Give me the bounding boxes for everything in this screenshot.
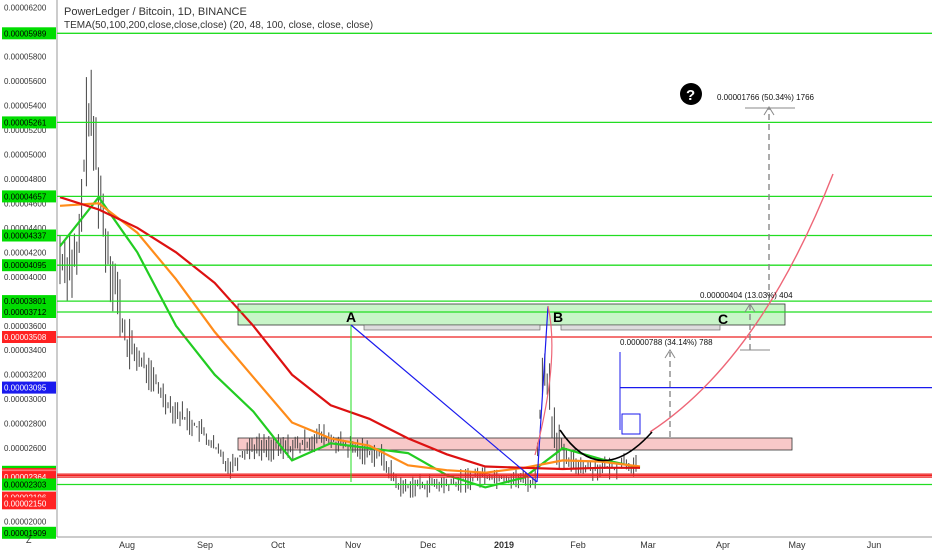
level-tag <box>2 497 56 510</box>
y-tick-label: 0.00002800 <box>4 420 47 429</box>
level-tag-label: 0.00002150 <box>4 499 47 508</box>
level-tag <box>2 306 56 318</box>
support-zone <box>237 437 793 451</box>
x-tick-label: Apr <box>716 540 730 550</box>
a-diagonal-line <box>350 324 538 483</box>
target1-label: 0.00000788 (34.14%) 788 <box>620 338 713 347</box>
label-a: A <box>346 309 356 325</box>
box-a <box>363 324 541 331</box>
y-tick-label: 0.00004200 <box>4 248 47 257</box>
target1-head <box>664 349 676 359</box>
resistance-zone <box>237 303 786 326</box>
y-tick-label: 0.00002600 <box>4 444 47 453</box>
question-icon <box>680 83 702 105</box>
y-tick-label: 0.00004400 <box>4 224 47 233</box>
level-tag <box>2 27 56 40</box>
target3-head <box>763 106 775 116</box>
level-tag <box>2 259 56 272</box>
x-tick-label: Jun <box>867 540 882 550</box>
level-tag-label: 0.00002364 <box>4 473 47 482</box>
y-tick-label: 0.00003600 <box>4 322 47 331</box>
ema-orange-line <box>59 202 641 474</box>
x-tick-label: Sep <box>197 540 213 550</box>
target3-label: 0.00001766 (50.34%) 1766 <box>717 93 815 102</box>
y-tick-label: 0.00005800 <box>4 52 47 61</box>
level-tag-label: 0.00003801 <box>4 297 47 306</box>
level-tag <box>2 478 56 491</box>
handle-box <box>621 413 641 435</box>
y-tick-label: 0.00003000 <box>4 395 47 404</box>
x-tick-label: Feb <box>570 540 586 550</box>
level-tag <box>2 295 56 308</box>
candlestick-bars <box>59 69 637 498</box>
level-tag <box>2 526 56 539</box>
pink-curve-right <box>649 173 834 433</box>
level-tag-label: 0.00002303 <box>4 481 47 490</box>
target2-label: 0.00000404 (13.03%) 404 <box>700 291 793 300</box>
y-tick-label: 0.00006200 <box>4 3 47 12</box>
level-tag-label: 0.00004657 <box>4 192 47 201</box>
y-tick-label: 0.00004000 <box>4 273 47 282</box>
level-tag-label: 0.00003095 <box>4 384 47 393</box>
y-tick-label: 0.00005200 <box>4 126 47 135</box>
x-tick-label: May <box>788 540 806 550</box>
level-tag-label: 0.00004095 <box>4 261 47 270</box>
x-tick-label: 2019 <box>494 540 514 550</box>
chart-title: PowerLedger / Bitcoin, 1D, BINANCE <box>64 6 247 18</box>
label-b: B <box>553 309 563 325</box>
level-tag-label: 0.00005989 <box>4 29 47 38</box>
level-tag <box>2 229 56 242</box>
ema-green-line <box>59 195 641 489</box>
level-tag-label: 0.00003508 <box>4 333 47 342</box>
y-tick-label: 0.00005400 <box>4 101 47 110</box>
y-tick-label: 0.00005000 <box>4 150 47 159</box>
level-tag-label: 0.00003712 <box>4 308 47 317</box>
y-tick-label: 0.00002000 <box>4 518 47 527</box>
b-rise-line <box>536 305 549 483</box>
x-tick-label: Aug <box>119 540 135 550</box>
target2-head <box>744 303 756 313</box>
level-tag <box>2 190 56 203</box>
y-tick-label: 0.00003400 <box>4 346 47 355</box>
cup-curve <box>559 429 653 462</box>
level-tag-label: 0.00004337 <box>4 232 47 241</box>
box-b <box>560 324 721 331</box>
level-tag <box>2 381 56 394</box>
x-tick-label: Nov <box>345 540 362 550</box>
level-tag <box>2 331 56 343</box>
ema-red-line <box>59 196 640 471</box>
y-tick-label: 0.00004800 <box>4 175 47 184</box>
x-tick-label: Mar <box>640 540 656 550</box>
indicator-legend: TEMA(50,100,200,close,close,close) (20, … <box>64 20 374 31</box>
question-mark: ? <box>686 87 695 104</box>
corner-label: Z <box>26 535 32 545</box>
level-tag-label: 0.00005261 <box>4 118 47 127</box>
pink-curve-left <box>534 305 553 456</box>
y-tick-label: 0.00005600 <box>4 77 47 86</box>
level-tag <box>2 116 56 129</box>
label-c: C <box>718 311 728 327</box>
x-tick-label: Dec <box>420 540 437 550</box>
x-tick-label: Oct <box>271 540 286 550</box>
y-tick-label: 0.00003200 <box>4 371 47 380</box>
level-tag-label: 0.00001909 <box>4 529 47 538</box>
y-tick-label: 0.00004600 <box>4 199 47 208</box>
